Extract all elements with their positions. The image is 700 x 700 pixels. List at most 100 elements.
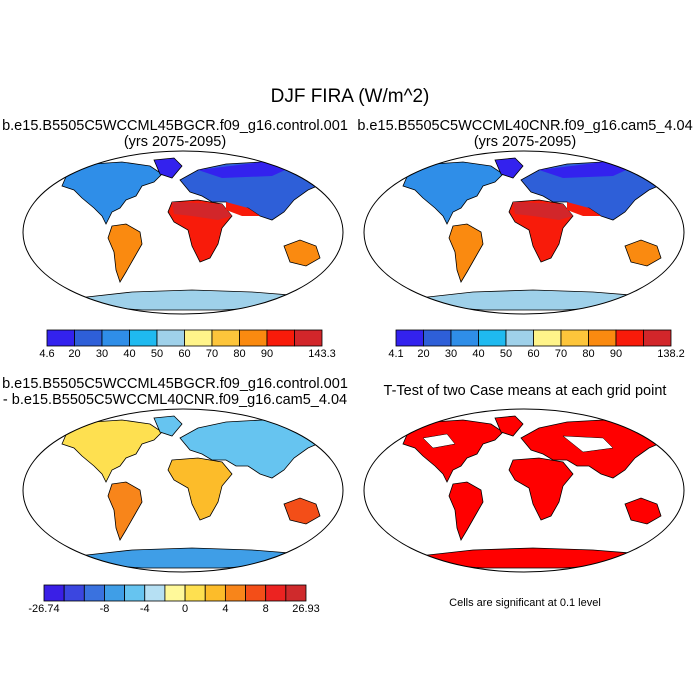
colorbar-swatch [265, 584, 287, 602]
significance-note: Cells are significant at 0.1 level [449, 597, 601, 609]
colorbar-swatch [423, 329, 452, 347]
colorbar-swatch [144, 584, 166, 602]
arabia-region [226, 202, 260, 216]
colorbar-swatch [211, 329, 240, 347]
colorbar-case2 [395, 329, 672, 347]
colorbar-tick-label: 4.6 [39, 348, 55, 360]
siberia-region [198, 162, 294, 178]
colorbar-swatch [184, 329, 213, 347]
continent-south-america [107, 223, 143, 283]
non-significant-region [422, 433, 456, 449]
colorbar-swatch [588, 329, 617, 347]
panel-title-line: b.e15.B5505C5WCCML45BGCR.f09_g16.control… [2, 118, 348, 134]
colorbar-swatch [285, 584, 307, 602]
colorbar-tick-label: -26.74 [28, 603, 60, 615]
continent-north-america [61, 161, 163, 225]
continent-north-america [402, 161, 504, 225]
colorbar-swatch [395, 329, 424, 347]
map-border [363, 408, 685, 573]
continent-south-america [448, 223, 484, 283]
colorbar-swatch [204, 584, 226, 602]
colorbar-swatch [156, 329, 185, 347]
colorbar-swatch [505, 329, 534, 347]
continent-australia [283, 239, 321, 267]
continent-africa [167, 457, 233, 521]
colorbar-tick-label: 80 [233, 348, 246, 360]
colorbar-tick-label: 90 [260, 348, 274, 360]
colorbar-tick-label: 138.2 [657, 348, 685, 360]
panel-title-ttest: T-Test of two Case means at each grid po… [350, 383, 700, 399]
panel-title-case2: b.e15.B5505C5WCCML40CNR.f09_g16.cam5_4.0… [350, 118, 700, 150]
map-border [22, 408, 344, 573]
colorbar-case1 [46, 329, 323, 347]
colorbar-swatch [450, 329, 479, 347]
continent-greenland [153, 415, 183, 437]
colorbar-swatch [46, 329, 75, 347]
continent-south-america [448, 481, 484, 541]
continent-north-america [402, 419, 504, 483]
continent-australia [283, 497, 321, 525]
siberia-region [539, 162, 635, 178]
colorbar-tick-label: 40 [472, 348, 485, 360]
colorbar-swatch [83, 584, 105, 602]
continent-africa [508, 457, 574, 521]
colorbar-tick-label: -8 [99, 603, 110, 615]
colorbar-swatch [63, 584, 85, 602]
continent-australia [624, 497, 662, 525]
colorbar-tick-label: 40 [123, 348, 136, 360]
colorbar-tick-label: 70 [554, 348, 568, 360]
non-significant-region [562, 435, 614, 453]
map-border [363, 150, 685, 315]
colorbar-swatch [643, 329, 672, 347]
panel-title-line: b.e15.B5505C5WCCML45BGCR.f09_g16.control… [2, 376, 348, 392]
colorbar-tick-label: 26.93 [292, 603, 320, 615]
continent-australia [624, 239, 662, 267]
continent-greenland [494, 157, 524, 179]
colorbar-swatch [615, 329, 644, 347]
colorbar-tick-label: -4 [139, 603, 150, 615]
map-border [22, 150, 344, 315]
continent-south-america [107, 481, 143, 541]
colorbar-tick-label: 4 [222, 603, 229, 615]
panel-title-line: - b.e15.B5505C5WCCML40CNR.f09_g16.cam5_4… [2, 392, 348, 408]
colorbar-swatch [43, 584, 65, 602]
colorbar-tick-label: 8 [262, 603, 269, 615]
panel-title-case1: b.e15.B5505C5WCCML45BGCR.f09_g16.control… [0, 118, 350, 150]
colorbar-swatch [533, 329, 562, 347]
colorbar-tick-label: 70 [205, 348, 219, 360]
colorbar-swatch [239, 329, 268, 347]
colorbar-swatch [124, 584, 146, 602]
colorbar-tick-label: 60 [178, 348, 191, 360]
sahara-region [513, 202, 573, 220]
colorbar-swatch [266, 329, 295, 347]
arabia-region [567, 202, 601, 216]
colorbar-tick-label: 90 [609, 348, 623, 360]
figure-title: DJF FIRA (W/m^2) [270, 86, 430, 107]
panel-title-line: (yrs 2075-2095) [123, 134, 227, 150]
colorbar-tick-label: 0 [182, 603, 189, 615]
colorbar-swatch [294, 329, 323, 347]
colorbar-tick-label: 80 [582, 348, 595, 360]
colorbar-swatch [184, 584, 206, 602]
colorbar-tick-label: 4.1 [388, 348, 404, 360]
panel-title-line: b.e15.B5505C5WCCML40CNR.f09_g16.cam5_4.0… [357, 118, 693, 134]
colorbar-swatch [104, 584, 126, 602]
colorbar-swatch [101, 329, 130, 347]
colorbar-tick-label: 143.3 [308, 348, 336, 360]
panel-title-line: (yrs 2075-2095) [473, 134, 577, 150]
colorbar-tick-label: 50 [499, 348, 513, 360]
colorbar-labels-case1: 4.6 20 30 40 50 60 70 80 90 143.3 [39, 348, 335, 362]
colorbar-swatch [74, 329, 103, 347]
colorbar-swatch [478, 329, 507, 347]
colorbar-swatch [164, 584, 186, 602]
map-diff [22, 408, 344, 573]
panel-title-diff: b.e15.B5505C5WCCML45BGCR.f09_g16.control… [0, 376, 350, 408]
colorbar-labels-case2: 4.1 20 30 40 50 60 70 80 90 138.2 [388, 348, 684, 362]
map-case1 [22, 150, 344, 315]
colorbar-labels-diff: -26.74 -8 -4 0 4 8 26.93 [28, 603, 319, 617]
sahara-region [172, 202, 232, 220]
colorbar-diff [43, 584, 307, 602]
colorbar-swatch [560, 329, 589, 347]
continent-greenland [494, 415, 524, 437]
colorbar-swatch [224, 584, 246, 602]
